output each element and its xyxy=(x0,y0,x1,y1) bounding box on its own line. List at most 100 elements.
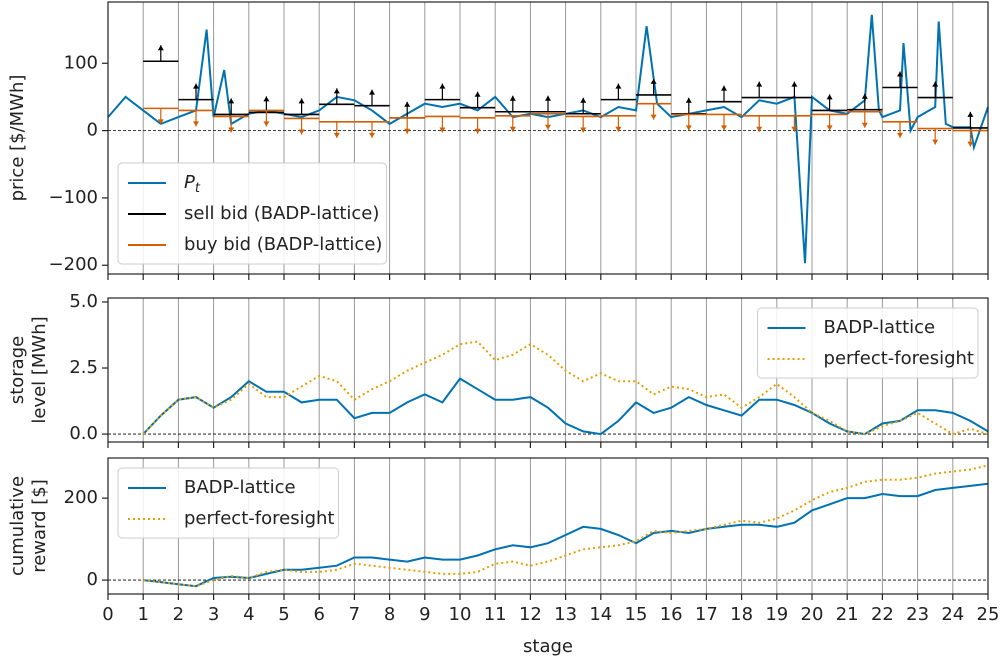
bid-arrowhead xyxy=(545,95,551,101)
bid-arrowhead xyxy=(897,132,903,138)
bid-arrowhead xyxy=(404,101,411,107)
bid-arrowhead xyxy=(861,93,868,99)
bid-arrowhead xyxy=(826,94,833,100)
bid-arrowhead xyxy=(333,132,340,138)
y-tick-label: 100 xyxy=(64,52,98,73)
x-tick-label: 15 xyxy=(625,604,648,625)
bid-arrowhead xyxy=(263,121,270,127)
bid-arrowhead xyxy=(333,88,340,94)
bid-arrowhead xyxy=(474,91,481,97)
y-axis-label: storage xyxy=(7,336,28,404)
bid-arrowhead xyxy=(228,127,235,133)
bid-arrowhead xyxy=(298,129,305,135)
legend: BADP-lattice perfect-foresight xyxy=(117,467,339,539)
bid-arrowhead xyxy=(509,126,516,132)
x-tick-label: 5 xyxy=(278,604,289,625)
legend-label: sell bid (BADP-lattice) xyxy=(184,203,379,224)
x-tick-label: 17 xyxy=(695,604,718,625)
x-tick-label: 7 xyxy=(349,604,360,625)
bid-arrowhead xyxy=(404,128,411,134)
legend-box xyxy=(117,162,387,265)
legend-label: BADP-lattice xyxy=(824,317,936,338)
bid-arrowhead xyxy=(756,126,763,132)
bid-arrowhead xyxy=(967,111,974,117)
bid-arrowhead xyxy=(439,83,446,89)
x-tick-label: 25 xyxy=(977,604,1000,625)
y-tick-label: 5.0 xyxy=(69,291,98,312)
x-tick-label: 2 xyxy=(173,604,184,625)
x-tick-label: 12 xyxy=(519,604,542,625)
x-tick-label: 1 xyxy=(137,604,148,625)
bid-arrowhead xyxy=(580,97,587,103)
y-tick-label: 200 xyxy=(64,487,98,508)
plot-frame xyxy=(107,297,989,443)
y-tick-label: −100 xyxy=(49,187,98,208)
y-tick-label: 0 xyxy=(87,120,98,141)
x-tick-label: 23 xyxy=(906,604,929,625)
bid-arrowhead xyxy=(861,122,868,128)
series-line xyxy=(142,377,989,436)
x-tick-label: 14 xyxy=(589,604,612,625)
bid-arrowhead xyxy=(721,125,727,131)
legend-label: perfect-foresight xyxy=(824,348,974,369)
x-tick-label: 16 xyxy=(660,604,683,625)
x-tick-label: 4 xyxy=(243,604,254,625)
bid-arrowhead xyxy=(509,95,516,101)
x-tick-label: 21 xyxy=(836,604,859,625)
bid-arrowhead xyxy=(615,83,622,89)
y-tick-label: 0.0 xyxy=(69,423,98,444)
legend: Pt sell bid (BADP-lattice) buy bid (BADP-l… xyxy=(117,162,387,265)
y-tick-label: 2.5 xyxy=(69,357,98,378)
bid-arrowhead xyxy=(545,124,551,130)
x-tick-label: 20 xyxy=(801,604,824,625)
bid-arrowhead xyxy=(439,127,446,133)
bid-arrowhead xyxy=(650,78,657,84)
y-tick-label: −200 xyxy=(49,254,98,275)
bid-arrowhead xyxy=(157,119,164,125)
bid-arrowhead xyxy=(897,71,903,77)
series-line xyxy=(142,340,989,436)
x-tick-label: 18 xyxy=(730,604,753,625)
bid-arrowhead xyxy=(369,132,375,138)
x-axis-label: stage xyxy=(523,636,573,657)
bid-arrowhead xyxy=(369,89,375,95)
bid-arrowhead xyxy=(228,98,235,104)
legend-box xyxy=(757,307,979,379)
x-tick-label: 22 xyxy=(871,604,894,625)
bid-arrowhead xyxy=(193,83,199,89)
y-axis-label: reward [$] xyxy=(29,479,50,573)
panel: 0.0 2.5 5.0 storage level [MWh] xyxy=(7,291,989,448)
series-line xyxy=(143,482,989,588)
bid-arrowhead xyxy=(791,81,798,87)
bid-arrowhead xyxy=(474,128,481,134)
bid-arrowhead xyxy=(685,125,692,131)
bid-arrowhead xyxy=(298,98,305,104)
legend-label: Pt xyxy=(184,172,201,196)
bid-arrowhead xyxy=(615,126,622,132)
x-tick-label: 8 xyxy=(384,604,395,625)
bid-arrowhead xyxy=(157,45,164,51)
bid-arrowhead xyxy=(932,139,939,145)
series-line xyxy=(107,14,989,264)
legend: BADP-lattice perfect-foresight xyxy=(757,307,979,379)
bid-arrowhead xyxy=(263,96,270,102)
x-tick-label: 10 xyxy=(449,604,472,625)
x-tick-label: 9 xyxy=(419,604,430,625)
x-tick-label: 3 xyxy=(208,604,219,625)
legend-label: perfect-foresight xyxy=(184,508,334,529)
panel: −200 −100 0 100 price [$/MWh] xyxy=(7,1,989,280)
legend-box xyxy=(117,467,339,539)
bid-arrowhead xyxy=(721,85,727,91)
bid-arrowhead xyxy=(685,97,692,103)
x-tick-label: 24 xyxy=(941,604,964,625)
bid-arrowhead xyxy=(193,121,199,127)
bid-arrowhead xyxy=(932,81,939,87)
x-tick-label: 6 xyxy=(313,604,324,625)
legend-label: buy bid (BADP-lattice) xyxy=(184,234,382,255)
y-axis-label: cumulative xyxy=(7,476,28,576)
bid-arrowhead xyxy=(826,125,833,131)
legend-label: BADP-lattice xyxy=(184,477,296,498)
panel: 0 1 2 3 4 5 6 7 8 9 10 11 12 13 14 15 16 17 18 19 20 21 22 23 24… xyxy=(7,457,1000,657)
series-line xyxy=(143,464,989,588)
